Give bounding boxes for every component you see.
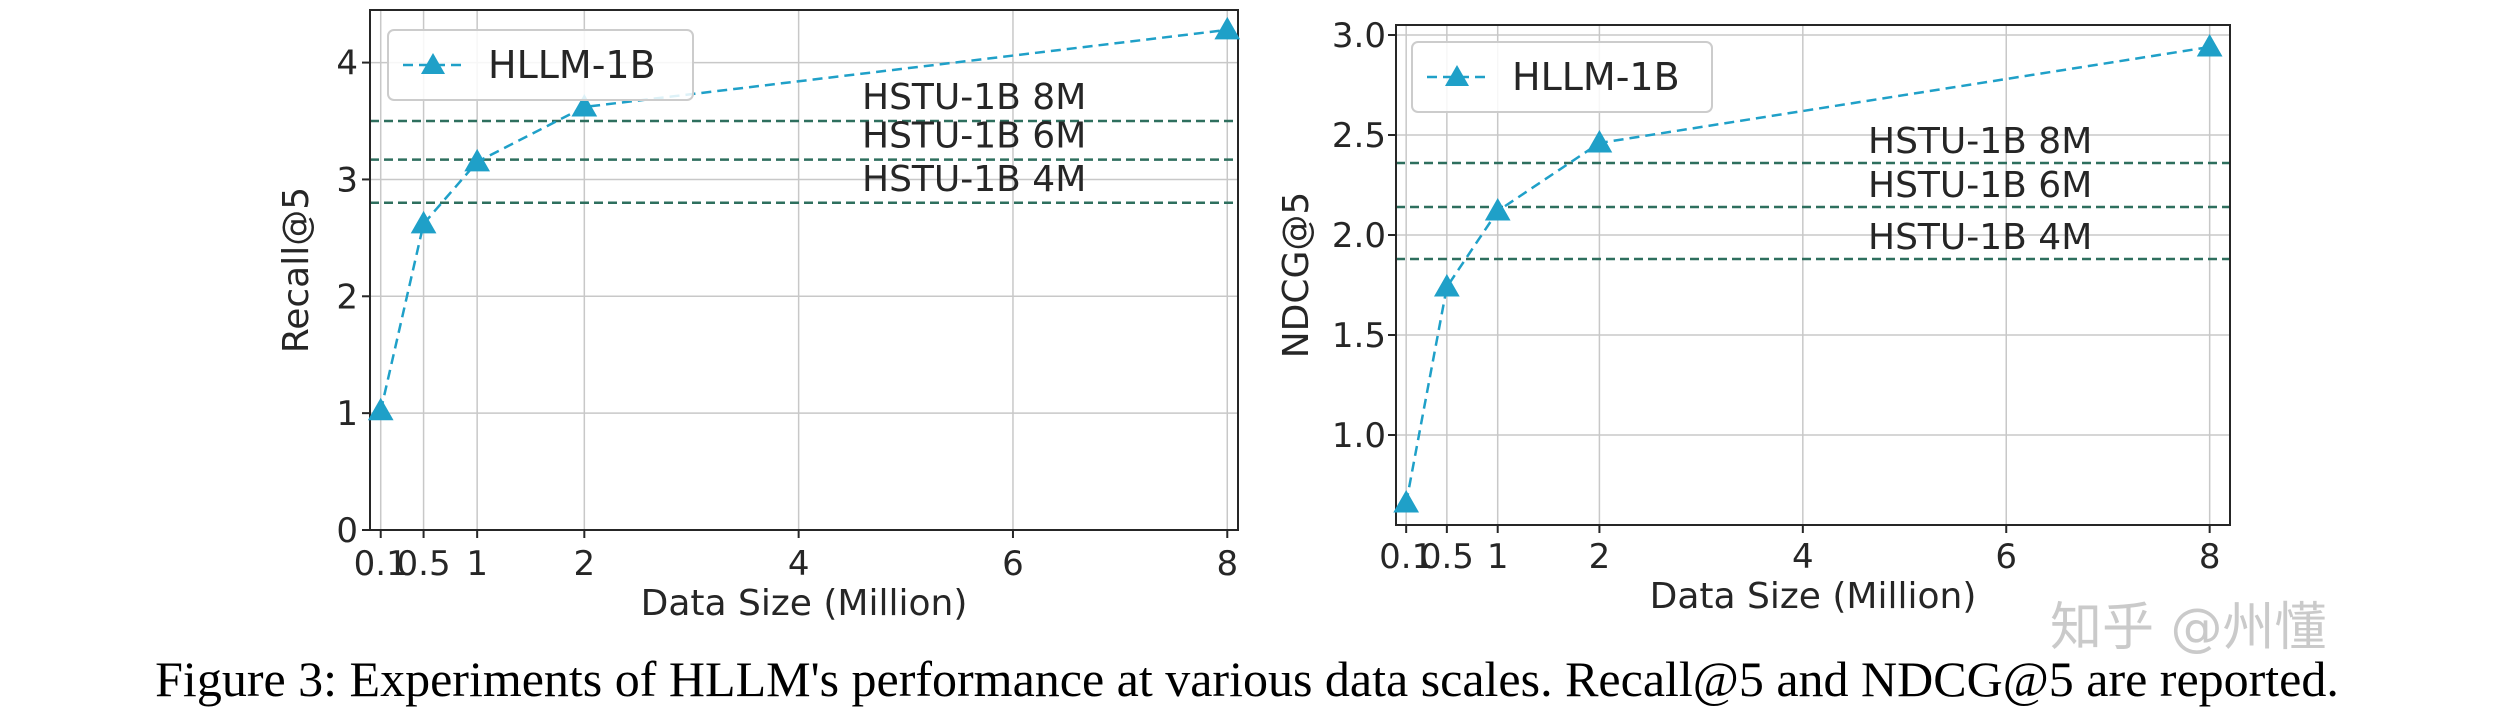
y-tick-label: 4 <box>336 44 358 84</box>
x-axis-label: Data Size (Million) <box>1650 576 1977 617</box>
data-point-triangle <box>1393 489 1420 513</box>
reference-label: HSTU-1B 4M <box>862 159 1086 200</box>
data-point-triangle <box>367 397 394 421</box>
legend-marker-triangle <box>1445 65 1469 86</box>
reference-label: HSTU-1B 6M <box>862 116 1086 157</box>
x-tick-label: 6 <box>1995 537 2017 577</box>
data-point-triangle <box>464 148 491 172</box>
x-tick-label: 4 <box>1792 537 1814 577</box>
data-point-triangle <box>1586 129 1613 153</box>
plot-frame <box>369 9 1239 531</box>
data-point-triangle <box>2196 33 2223 57</box>
x-tick-label: 0.1 <box>1379 537 1433 577</box>
x-tick-label: 1 <box>466 544 488 584</box>
legend-box <box>387 29 694 101</box>
reference-label: HSTU-1B 8M <box>862 77 1086 118</box>
y-axis-label: Recall@5 <box>276 187 317 353</box>
y-tick-label: 1 <box>336 394 358 434</box>
data-point-triangle <box>1484 197 1511 221</box>
y-tick-label: 3.0 <box>1332 16 1386 56</box>
y-tick-label: 2 <box>336 277 358 317</box>
legend-box <box>1411 41 1713 113</box>
y-tick-label: 1.0 <box>1332 416 1386 456</box>
y-tick-label: 1.5 <box>1332 316 1386 356</box>
x-tick-label: 4 <box>788 544 810 584</box>
legend-label: HLLM-1B <box>1512 55 1680 99</box>
data-point-triangle <box>571 93 598 117</box>
y-axis-label: NDCG@5 <box>1276 192 1317 359</box>
legend: HLLM-1B <box>1411 41 1713 113</box>
x-tick-label: 0.5 <box>397 544 451 584</box>
x-axis-label: Data Size (Million) <box>641 583 968 624</box>
x-tick-label: 0.5 <box>1420 537 1474 577</box>
y-tick-label: 2.5 <box>1332 116 1386 156</box>
y-tick-label: 0 <box>336 511 358 551</box>
x-tick-label: 1 <box>1487 537 1509 577</box>
legend: HLLM-1B <box>387 29 694 101</box>
data-point-triangle <box>410 210 437 234</box>
x-tick-label: 8 <box>1216 544 1238 584</box>
data-point-triangle <box>1433 273 1460 297</box>
watermark: 知乎 @州懂 <box>2050 598 2327 658</box>
y-tick-label: 2.0 <box>1332 216 1386 256</box>
reference-label: HSTU-1B 6M <box>1868 165 2092 206</box>
x-tick-label: 6 <box>1002 544 1024 584</box>
reference-label: HSTU-1B 8M <box>1868 121 2092 162</box>
y-tick-label: 3 <box>336 160 358 200</box>
figure-caption: Figure 3: Experiments of HLLM's performa… <box>155 651 2339 707</box>
x-tick-label: 2 <box>1589 537 1611 577</box>
plot-frame <box>1395 24 2231 526</box>
x-tick-label: 2 <box>574 544 596 584</box>
x-tick-label: 0.1 <box>354 544 408 584</box>
legend-label: HLLM-1B <box>488 43 656 87</box>
x-tick-label: 8 <box>2199 537 2221 577</box>
data-point-triangle <box>1214 16 1241 40</box>
legend-marker-triangle <box>421 53 445 74</box>
reference-label: HSTU-1B 4M <box>1868 217 2092 258</box>
